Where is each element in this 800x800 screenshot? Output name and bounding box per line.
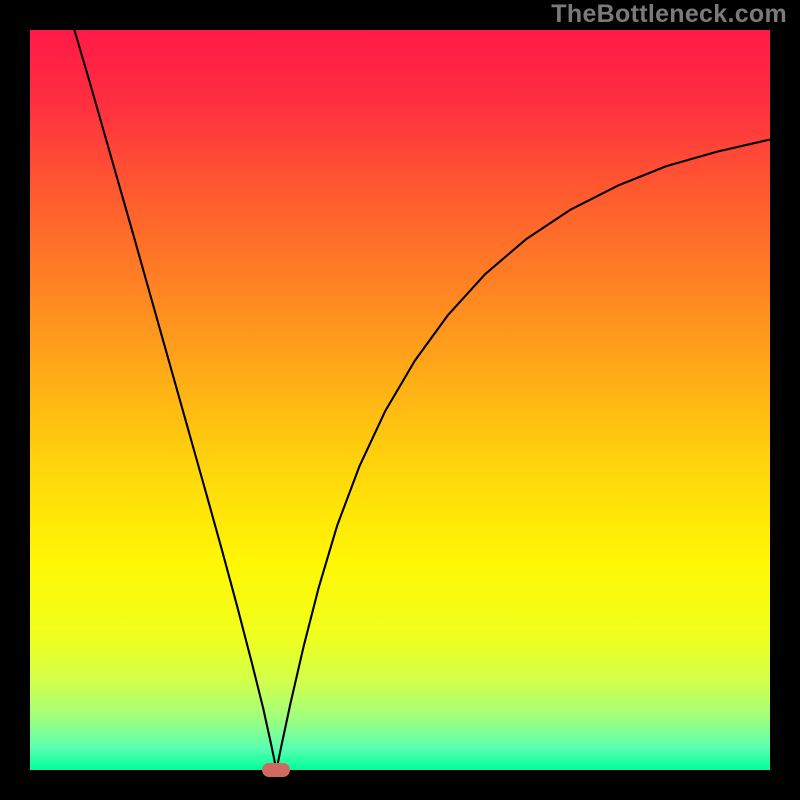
plot-area bbox=[30, 30, 770, 770]
optimum-marker bbox=[262, 763, 290, 777]
watermark-text: TheBottleneck.com bbox=[551, 0, 787, 29]
bottleneck-curve bbox=[30, 30, 770, 770]
